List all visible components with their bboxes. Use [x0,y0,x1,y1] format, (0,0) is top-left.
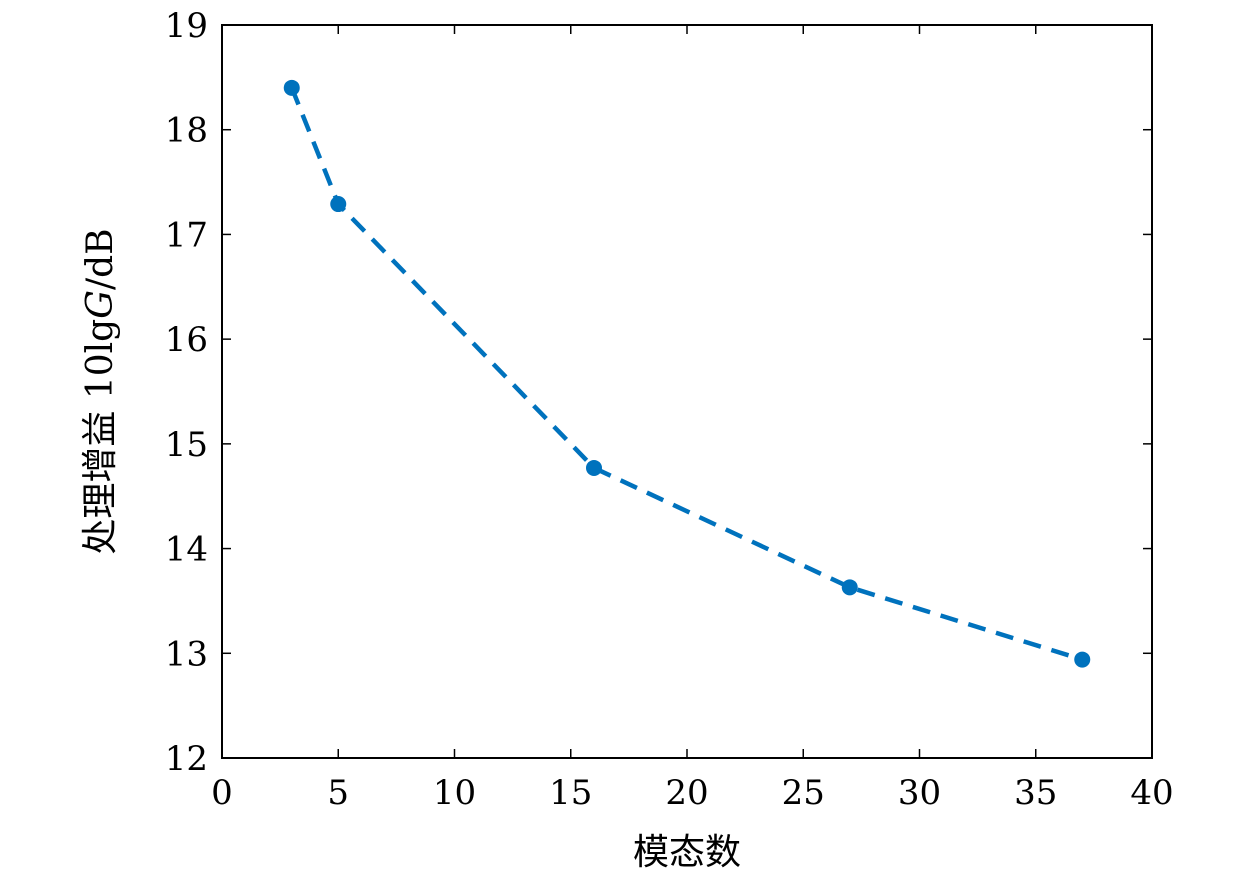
data-point [586,459,602,476]
data-point [283,79,300,96]
y-tick-label: 12 [165,739,208,779]
y-axis-title-italic: G [80,290,121,319]
data-point [1074,651,1091,668]
y-tick-label: 19 [165,6,208,46]
series-line [289,86,1083,662]
x-tick-label: 5 [327,773,349,813]
y-axis-title-prefix: 处理增益 10lg [80,319,121,555]
x-tick-label: 30 [898,773,941,813]
y-tick-label: 18 [165,111,208,151]
x-tick-label: 15 [549,773,592,813]
tick-layer: 0 5 10 15 20 25 30 35 40 12 13 14 15 16 17 18 19 [165,6,1174,813]
y-tick-label: 15 [165,425,208,465]
y-tick-label: 16 [165,320,208,360]
data-point [330,196,347,213]
x-tick-label: 40 [1130,773,1173,813]
y-tick-label: 13 [165,634,208,674]
y-tick-label: 14 [165,530,208,570]
series-layer [283,79,1091,668]
y-axis-title-suffix: /dB [80,228,121,290]
data-point [841,579,858,596]
y-tick-label: 17 [165,215,208,255]
y-axis-title: 处理增益 10lgG/dB [80,228,121,554]
x-tick-label: 0 [211,773,233,813]
x-tick-label: 35 [1014,773,1057,813]
x-axis-title: 模态数 [633,832,741,873]
x-tick-label: 20 [665,773,708,813]
x-tick-label: 10 [433,773,476,813]
x-tick-label: 25 [782,773,825,813]
plot-frame [221,24,1153,759]
